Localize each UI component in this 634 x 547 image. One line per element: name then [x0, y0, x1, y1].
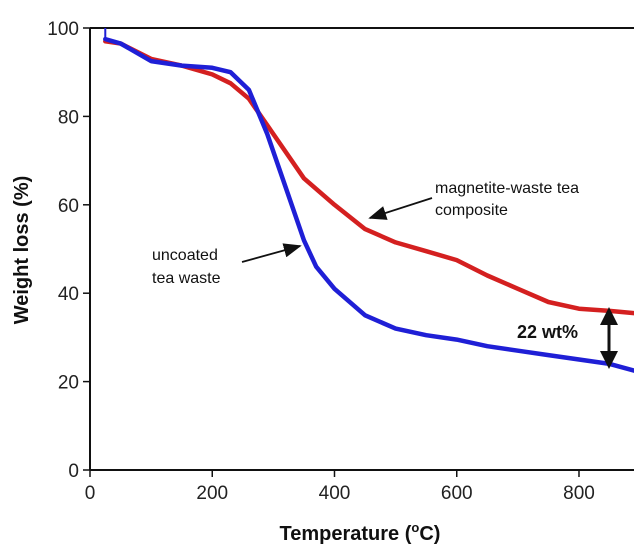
x-tick-label: 0 — [85, 483, 96, 504]
annotation-composite-line2: composite — [435, 202, 508, 219]
y-tick-label: 40 — [58, 284, 79, 305]
series-line-uncoated — [103, 36, 634, 373]
y-tick-label: 20 — [58, 373, 79, 394]
y-axis-title: Weight loss (%) — [11, 176, 33, 325]
x-tick-label: 200 — [196, 483, 228, 504]
x-tick-label: 600 — [441, 483, 473, 504]
series-lines — [103, 28, 634, 373]
axis-ticks: 0 200 400 600 800 0 20 40 60 80 100 — [47, 19, 595, 504]
annotation-composite-arrow — [368, 197, 433, 220]
annotation-composite-line1: magnetite-waste tea — [435, 180, 579, 197]
y-tick-label: 60 — [58, 196, 79, 217]
annotation-difference-label: 22 wt% — [517, 322, 578, 342]
annotation-uncoated-line2: tea waste — [152, 270, 221, 287]
x-tick-label: 400 — [319, 483, 351, 504]
y-tick-label: 80 — [58, 107, 79, 128]
x-axis-title: Temperature (oC) — [280, 520, 441, 545]
y-tick-label: 100 — [47, 19, 79, 40]
annotation-uncoated-arrow — [241, 243, 302, 263]
y-tick-label: 0 — [68, 461, 79, 482]
x-tick-label: 800 — [563, 483, 595, 504]
annotation-uncoated-line1: uncoated — [152, 247, 218, 264]
